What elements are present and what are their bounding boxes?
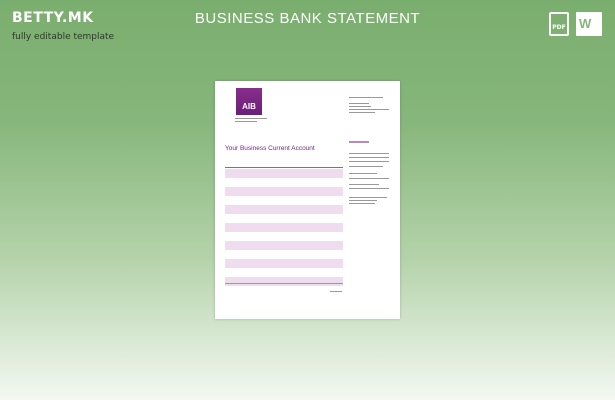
brand-logo: BETTY.MK <box>12 10 94 26</box>
summary-line <box>349 203 375 204</box>
word-icon[interactable]: W <box>576 12 602 36</box>
summary-line <box>349 153 389 154</box>
summary-line <box>349 197 387 198</box>
info-line <box>349 112 375 113</box>
table-header <box>225 167 343 168</box>
info-line <box>349 109 389 110</box>
summary-line <box>349 157 389 158</box>
table-row <box>225 223 343 232</box>
bank-logo-text: AIB <box>242 102 256 111</box>
summary-line <box>349 173 377 174</box>
info-line <box>349 106 371 107</box>
table-row <box>225 277 343 286</box>
summary-line <box>349 178 389 179</box>
table-row <box>225 187 343 196</box>
table-row <box>225 205 343 214</box>
table-row <box>225 169 343 178</box>
page-title: BUSINESS BANK STATEMENT <box>194 10 421 27</box>
account-title: Your Business Current Account <box>225 145 315 152</box>
pdf-icon[interactable]: PDF <box>549 12 569 36</box>
address-line <box>235 118 267 119</box>
info-line <box>349 97 383 98</box>
table-row <box>225 259 343 268</box>
table-footer-text <box>330 291 342 292</box>
pdf-label: PDF <box>552 24 566 31</box>
info-line <box>349 103 369 104</box>
statement-preview: AIB Your Business Current Account <box>215 81 400 319</box>
summary-line <box>349 161 389 162</box>
summary-line <box>349 188 389 189</box>
summary-line <box>349 166 383 167</box>
word-label: W <box>579 16 592 31</box>
summary-heading <box>349 141 369 143</box>
table-row <box>225 241 343 250</box>
bank-logo: AIB <box>236 88 262 115</box>
tagline: fully editable template <box>12 32 115 42</box>
summary-line <box>349 200 377 201</box>
summary-line <box>349 184 379 185</box>
table-footer <box>225 283 343 284</box>
address-line <box>235 121 257 122</box>
